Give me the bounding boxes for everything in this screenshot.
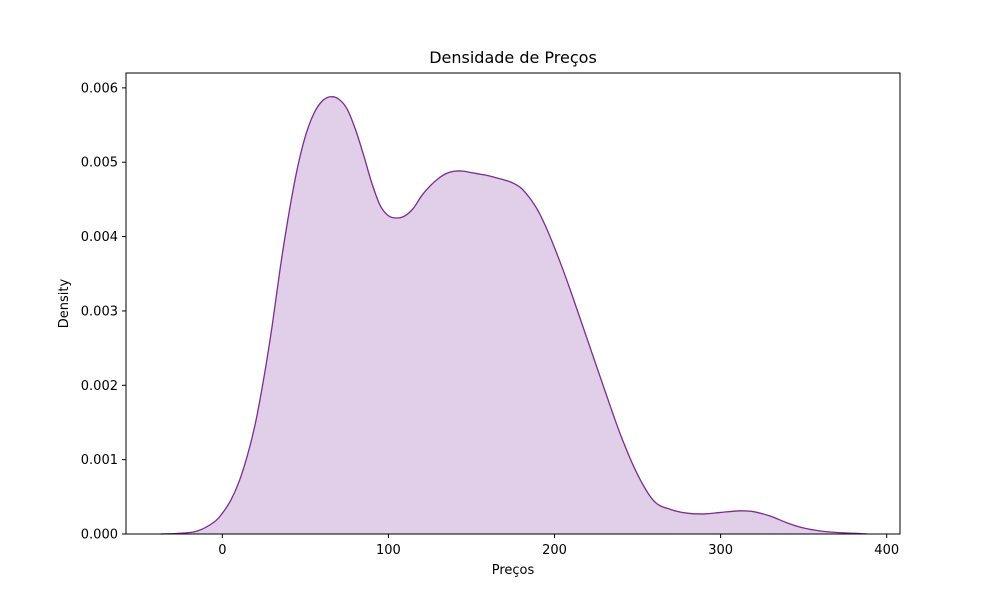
y-tick-label: 0.002 xyxy=(81,379,118,394)
plot-frame xyxy=(125,72,901,535)
x-tick-label: 400 xyxy=(874,543,899,558)
x-tick-label: 100 xyxy=(376,543,401,558)
y-tick-label: 0.005 xyxy=(81,156,118,171)
x-tick-label: 0 xyxy=(218,543,226,558)
y-axis-title: Density xyxy=(57,278,72,328)
chart-title: Densidade de Preços xyxy=(429,48,597,67)
y-tick-label: 0.001 xyxy=(81,453,118,468)
plot-area xyxy=(160,96,867,535)
x-axis: 0 100 200 300 400 xyxy=(218,534,899,558)
y-axis: 0.000 0.001 0.002 0.003 0.004 0.005 0.006 xyxy=(81,81,126,543)
y-tick-label: 0.004 xyxy=(81,230,118,245)
y-tick-label: 0.003 xyxy=(81,304,118,319)
x-tick-label: 200 xyxy=(542,543,567,558)
density-area-0 xyxy=(160,96,867,534)
x-tick-label: 300 xyxy=(708,543,733,558)
y-tick-label: 0.000 xyxy=(81,528,118,543)
y-tick-label: 0.006 xyxy=(81,81,118,96)
density-line-0 xyxy=(160,96,867,535)
x-axis-title: Preços xyxy=(492,563,535,578)
